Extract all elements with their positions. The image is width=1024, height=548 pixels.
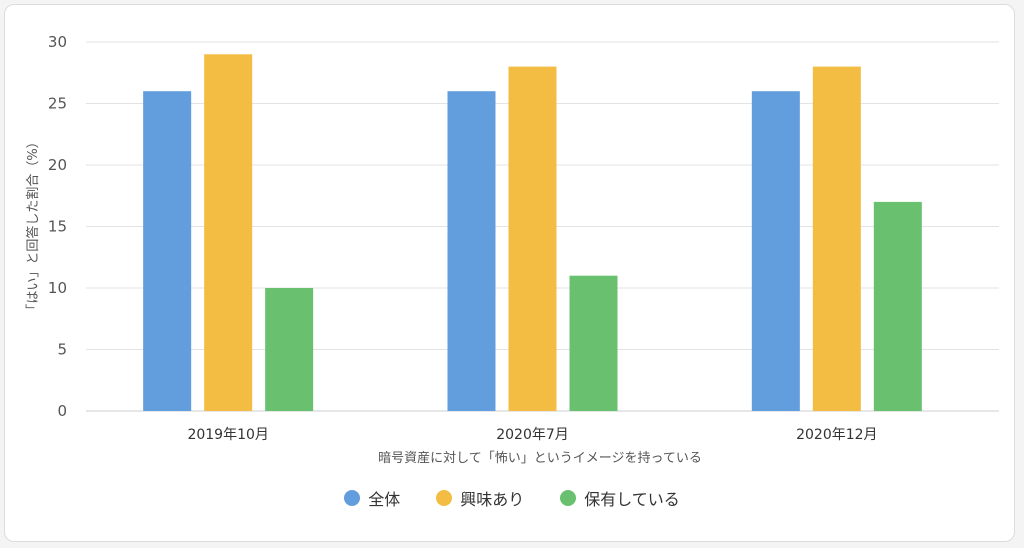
- y-tick-label: 25: [48, 95, 67, 113]
- y-tick-label: 10: [48, 279, 67, 297]
- bar[interactable]: [447, 91, 496, 411]
- legend-swatch: [560, 490, 577, 506]
- bar[interactable]: [143, 91, 192, 411]
- y-tick-label: 15: [48, 218, 67, 236]
- x-tick-label: 2020年7月: [496, 427, 569, 443]
- legend-item[interactable]: 興味あり: [436, 486, 524, 510]
- legend-label: 全体: [368, 490, 401, 509]
- bar[interactable]: [569, 275, 618, 411]
- x-axis-title: 暗号資産に対して「怖い」というイメージを持っている: [378, 450, 702, 466]
- x-axis-ticks: 2019年10月 2020年7月 2020年12月: [187, 427, 877, 443]
- y-tick-label: 5: [57, 341, 67, 359]
- legend-label: 保有している: [584, 490, 680, 509]
- bar[interactable]: [508, 66, 557, 411]
- x-tick-label: 2020年12月: [796, 427, 877, 443]
- y-tick-label: 30: [48, 33, 67, 51]
- y-axis-title: 「はい」と回答した割合（%）: [25, 135, 41, 316]
- legend-swatch: [436, 490, 453, 506]
- bars: [143, 54, 922, 412]
- bar[interactable]: [265, 288, 314, 411]
- bar[interactable]: [751, 91, 800, 411]
- legend: 全体 興味あり 保有している: [0, 486, 1024, 510]
- bar[interactable]: [812, 66, 861, 411]
- x-tick-label: 2019年10月: [187, 427, 268, 443]
- legend-label: 興味あり: [460, 490, 525, 509]
- bar[interactable]: [204, 54, 253, 412]
- legend-swatch: [344, 490, 361, 506]
- legend-item[interactable]: 保有している: [560, 486, 680, 510]
- bar-chart: 0 5 10 15 20 25 30 2019年10月 2020年7月 2020年12月 「はい…: [25, 33, 999, 466]
- y-tick-label: 0: [57, 402, 67, 420]
- y-axis-ticks: 0 5 10 15 20 25 30: [48, 33, 67, 420]
- legend-item[interactable]: 全体: [344, 486, 400, 510]
- bar[interactable]: [873, 201, 922, 411]
- y-tick-label: 20: [48, 156, 67, 174]
